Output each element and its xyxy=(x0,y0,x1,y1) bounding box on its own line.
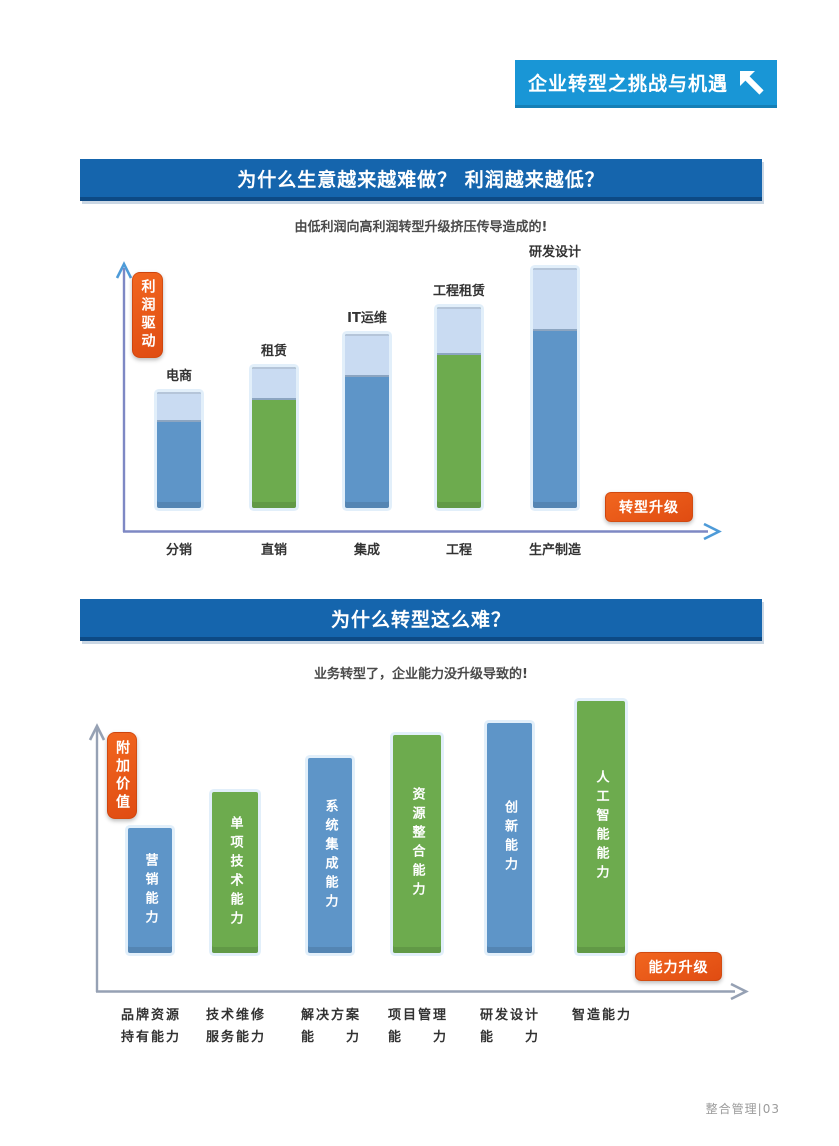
section1-header: 为什么生意越来越难做？ 利润越来越低？ xyxy=(80,159,762,201)
x-axis-label: 研发设计 能力 xyxy=(480,1008,538,1045)
bar-inner-label: 人工智能能力 xyxy=(593,770,609,884)
bar-marketing-capability: 营销能力 xyxy=(128,828,172,953)
bar-upgrade-segment xyxy=(157,392,201,422)
bar-inner-label: 营销能力 xyxy=(142,852,158,929)
bar-upgrade-segment xyxy=(437,307,481,355)
banner-title: 企业转型之挑战与机遇 xyxy=(528,73,729,95)
x-axis-label: 集成 xyxy=(353,543,380,558)
bar-inner-label: 单项技术能力 xyxy=(227,815,243,930)
bar-top-label: 研发设计 xyxy=(528,245,581,260)
transform-upgrade-badge: 转型升级 xyxy=(605,492,693,522)
section2-subtitle: 业务转型了，企业能力没升级导致的! xyxy=(314,667,528,682)
x-axis-label: 分销 xyxy=(165,543,192,558)
section1-subtitle: 由低利润向高利润转型升级挤压传导造成的! xyxy=(294,220,548,235)
bar-system-integration-capability: 系统集成能力 xyxy=(308,758,352,953)
section2-header: 为什么转型这么难？ xyxy=(80,599,762,641)
bar-inner-label: 资源整合能力 xyxy=(409,787,425,901)
bar-top-label: 电商 xyxy=(165,369,192,384)
bar-upgrade-segment xyxy=(533,268,577,331)
capability-upgrade-badge: 能力升级 xyxy=(635,952,722,981)
chart1-x-axis-arrow-icon xyxy=(703,522,722,541)
value-add-label-text: 附加价值 xyxy=(114,739,130,812)
x-axis-label: 工程 xyxy=(445,543,472,558)
section2-header-text: 为什么转型这么难？ xyxy=(330,608,511,631)
chart2-x-axis-arrow-icon xyxy=(730,982,749,1001)
profit-driven-label-text: 利润驱动 xyxy=(139,279,156,351)
chart1-y-axis-arrow-icon xyxy=(115,261,133,279)
x-axis-label: 技术维修 服务能力 xyxy=(206,1008,264,1045)
bar-shengchanzhizao xyxy=(533,268,577,508)
bar-upgrade-segment xyxy=(345,334,389,377)
x-axis-label: 生产制造 xyxy=(528,543,581,558)
chart2-axes xyxy=(88,723,749,1001)
chart1-axes xyxy=(115,261,722,541)
bar-upgrade-segment xyxy=(252,367,296,400)
bar-inner-label: 系统集成能力 xyxy=(322,798,338,913)
bar-top-label: 租赁 xyxy=(260,344,287,359)
section1-header-text: 为什么生意越来越难做？ 利润越来越低？ xyxy=(237,168,605,191)
chart2-y-axis-arrow-icon xyxy=(88,723,106,741)
bar-ai-capability: 人工智能能力 xyxy=(577,701,625,953)
bar-gongcheng xyxy=(437,307,481,508)
x-axis-label: 直销 xyxy=(260,543,287,558)
profit-driven-label: 利润驱动 xyxy=(132,272,163,358)
bar-top-label: 工程租赁 xyxy=(432,284,485,299)
bar-fenxiao xyxy=(157,392,201,508)
x-axis-label: 品牌资源 持有能力 xyxy=(121,1008,179,1045)
bar-single-tech-capability: 单项技术能力 xyxy=(212,792,258,953)
bar-inner-label: 创新能力 xyxy=(502,800,517,876)
bar-top-label: IT运维 xyxy=(347,311,387,326)
x-axis-label: 智造能力 xyxy=(572,1008,630,1023)
bar-innovation-capability: 创新能力 xyxy=(487,723,532,953)
bar-jicheng xyxy=(345,334,389,508)
x-axis-label: 项目管理 能力 xyxy=(388,1008,446,1045)
arrow-up-left-icon xyxy=(740,70,764,95)
page-footer: 整合管理|03 xyxy=(705,1102,780,1116)
bar-resource-integration-capability: 资源整合能力 xyxy=(393,735,441,953)
x-axis-label: 解决方案 能力 xyxy=(301,1008,359,1045)
top-banner: 企业转型之挑战与机遇 xyxy=(515,60,777,108)
value-add-label: 附加价值 xyxy=(107,732,137,819)
bar-zhixiao xyxy=(252,367,296,508)
